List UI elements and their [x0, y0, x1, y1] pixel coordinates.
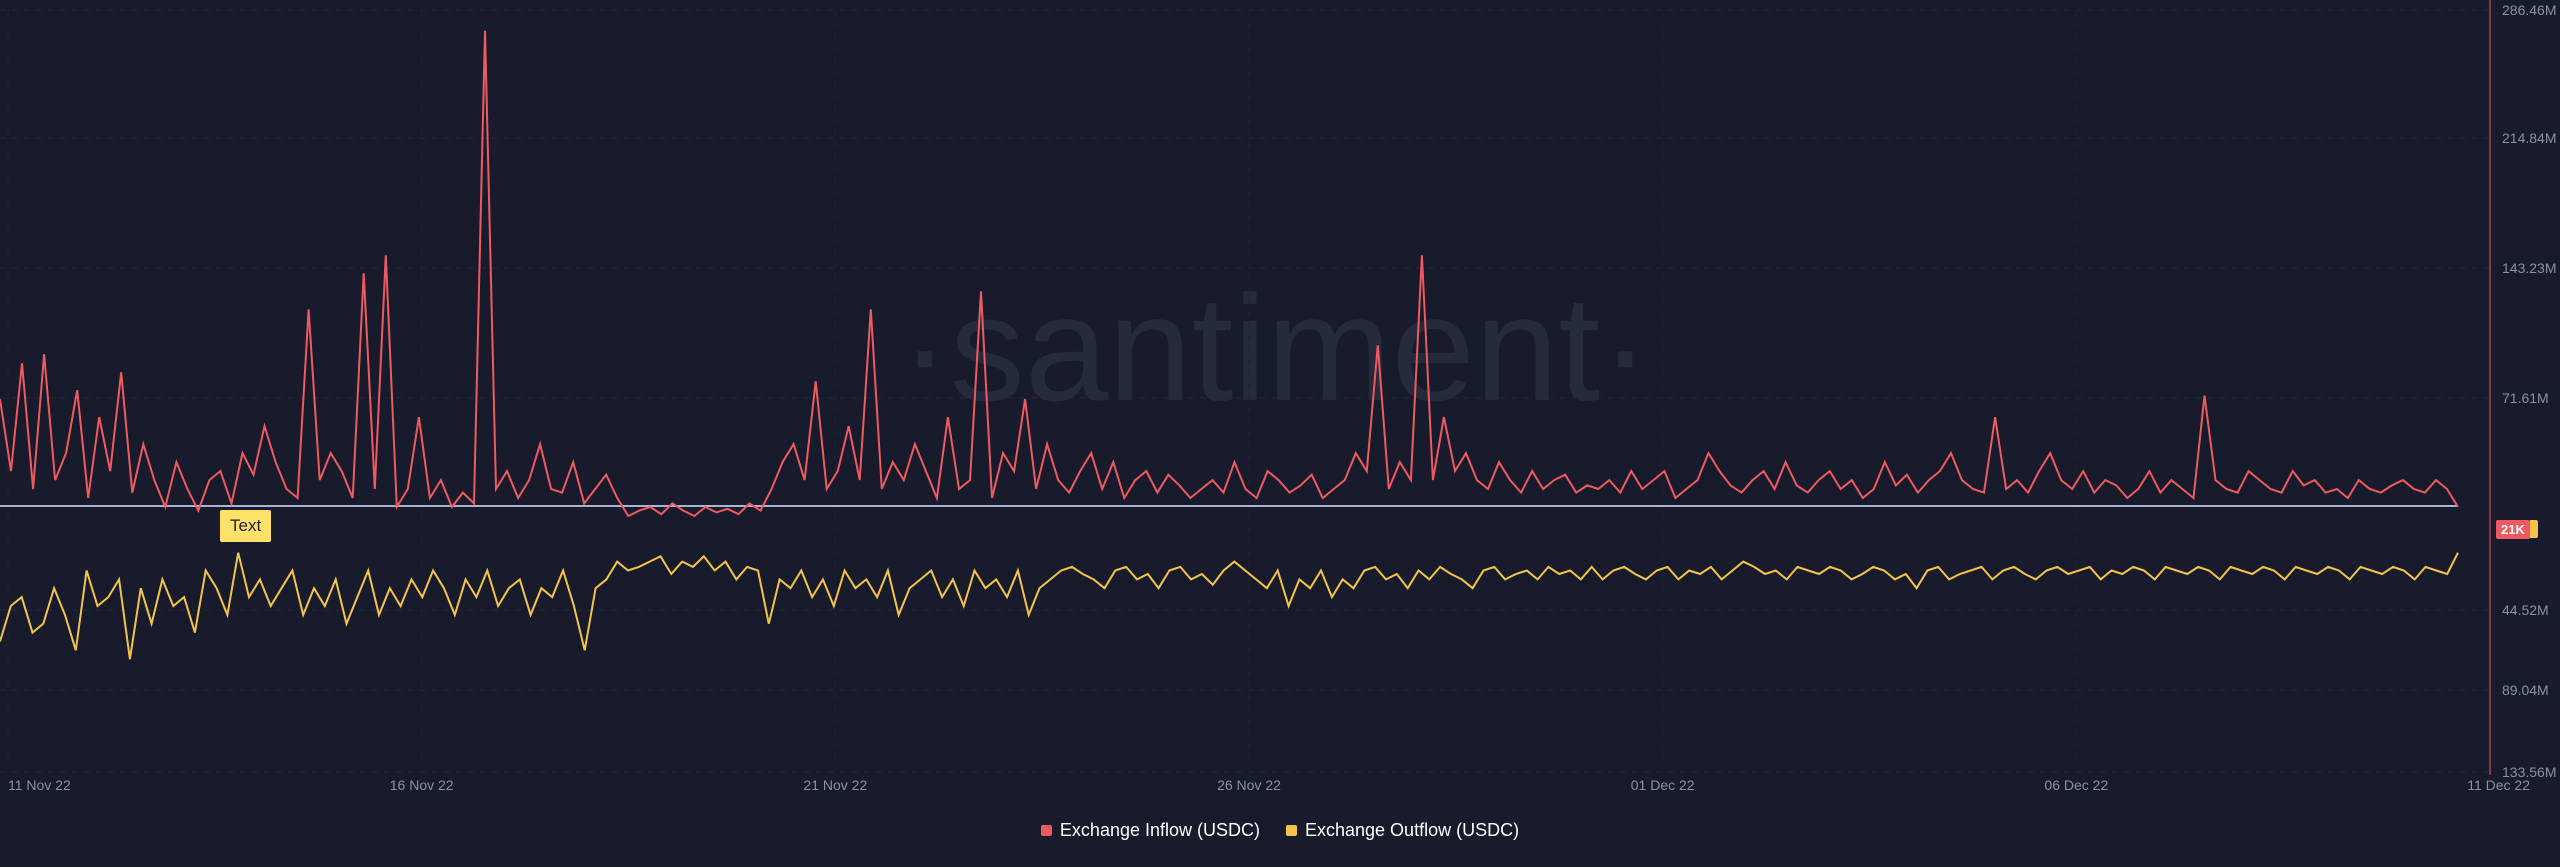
inflow-line: [0, 30, 2459, 518]
watermark: ·santiment·: [900, 264, 1650, 432]
legend: Exchange Inflow (USDC) Exchange Outflow …: [0, 820, 2560, 841]
y-tick-label: 214.84M: [2502, 130, 2556, 146]
y-tick-label: 286.46M: [2502, 2, 2556, 18]
y-axis-right: 286.46M 214.84M 143.23M 71.61M 44.52M 89.04M 1…: [2489, 0, 2556, 780]
x-axis: 11 Nov 22 16 Nov 22 21 Nov 22 26 Nov 22 01 D…: [8, 777, 2530, 793]
legend-label-inflow: Exchange Inflow (USDC): [1059, 820, 1260, 840]
x-tick-label: 16 Nov 22: [390, 777, 454, 793]
inflow-swatch: [1040, 825, 1052, 836]
y-tick-label: 44.52M: [2502, 602, 2549, 618]
outflow-swatch: [1286, 825, 1297, 836]
x-tick-label: 26 Nov 22: [1217, 777, 1281, 793]
legend-item-inflow[interactable]: Exchange Inflow (USDC): [1040, 820, 1260, 841]
y-tick-label: 133.56M: [2502, 764, 2556, 780]
x-tick-label: 11 Dec 22: [2467, 777, 2530, 793]
outflow-value-marker: [2530, 520, 2538, 538]
y-tick-label: 71.61M: [2502, 390, 2549, 406]
y-tick-label: 143.23M: [2502, 260, 2556, 276]
series-exchange-outflow[interactable]: [0, 552, 2459, 660]
annotation-label[interactable]: Text: [220, 510, 272, 542]
x-tick-label: 11 Nov 22: [8, 777, 71, 793]
legend-label-outflow: Exchange Outflow (USDC): [1305, 820, 1520, 840]
x-tick-label: 21 Nov 22: [803, 777, 867, 793]
series-exchange-inflow[interactable]: [0, 30, 2459, 518]
x-tick-label: 06 Dec 22: [2044, 777, 2108, 793]
legend-item-outflow[interactable]: Exchange Outflow (USDC): [1286, 820, 1519, 841]
current-value-badge: 21K: [2496, 520, 2530, 539]
y-tick-label: 89.04M: [2502, 682, 2549, 698]
x-tick-label: 01 Dec 22: [1631, 777, 1695, 793]
outflow-line: [0, 552, 2459, 660]
